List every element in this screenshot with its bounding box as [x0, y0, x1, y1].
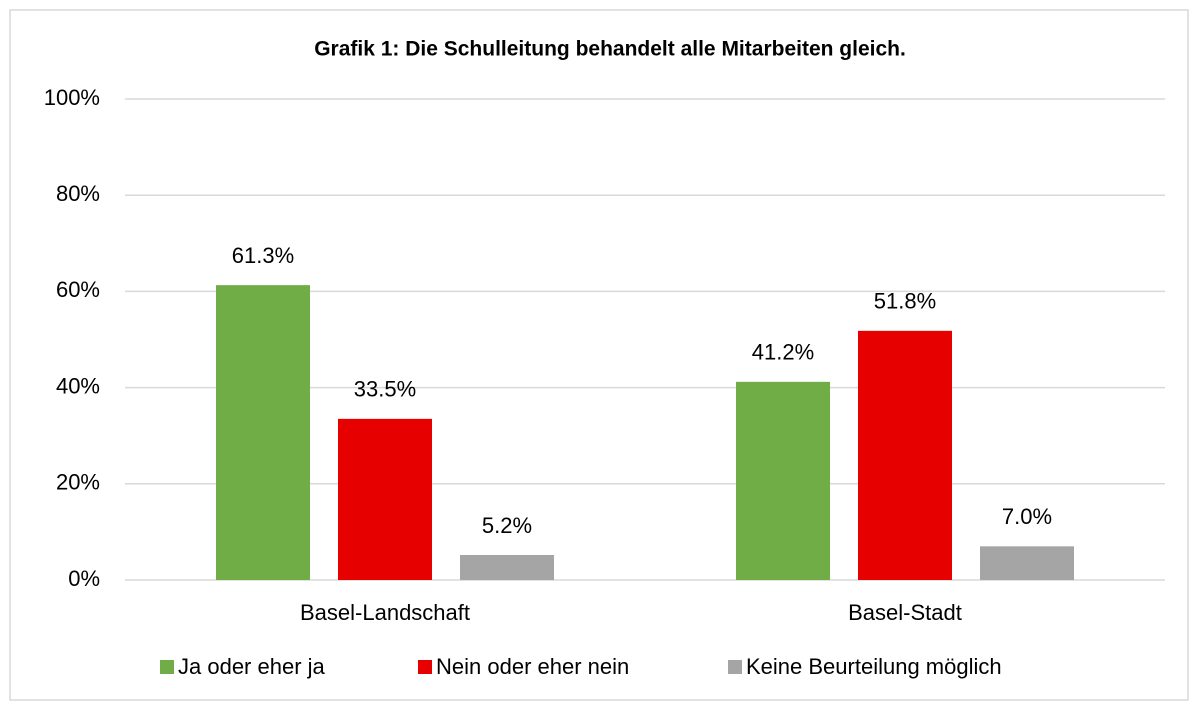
y-tick-label: 80% — [56, 181, 100, 206]
bar — [858, 330, 952, 580]
y-tick-label: 60% — [56, 277, 100, 302]
chart-frame — [9, 9, 1189, 701]
bar — [216, 285, 310, 580]
bar — [980, 546, 1074, 580]
y-tick-label: 20% — [56, 470, 100, 495]
x-tick-label: Basel-Landschaft — [300, 600, 470, 625]
value-label: 41.2% — [752, 340, 814, 365]
legend-label: Ja oder eher ja — [178, 654, 326, 679]
bar — [338, 418, 432, 580]
y-tick-label: 40% — [56, 373, 100, 398]
value-label: 33.5% — [354, 377, 416, 402]
legend-label: Nein oder eher nein — [436, 654, 629, 679]
legend-swatch — [418, 660, 432, 674]
value-label: 5.2% — [482, 513, 532, 538]
bar — [736, 381, 830, 580]
x-tick-label: Basel-Stadt — [848, 600, 962, 625]
bar — [460, 554, 554, 580]
value-label: 51.8% — [874, 289, 936, 314]
value-label: 61.3% — [232, 243, 294, 268]
y-tick-label: 0% — [68, 566, 100, 591]
legend-swatch — [728, 660, 742, 674]
value-label: 7.0% — [1002, 504, 1052, 529]
chart-title: Grafik 1: Die Schulleitung behandelt all… — [314, 38, 906, 61]
y-tick-label: 100% — [44, 85, 100, 110]
legend-swatch — [160, 660, 174, 674]
legend-label: Keine Beurteilung möglich — [746, 654, 1002, 679]
